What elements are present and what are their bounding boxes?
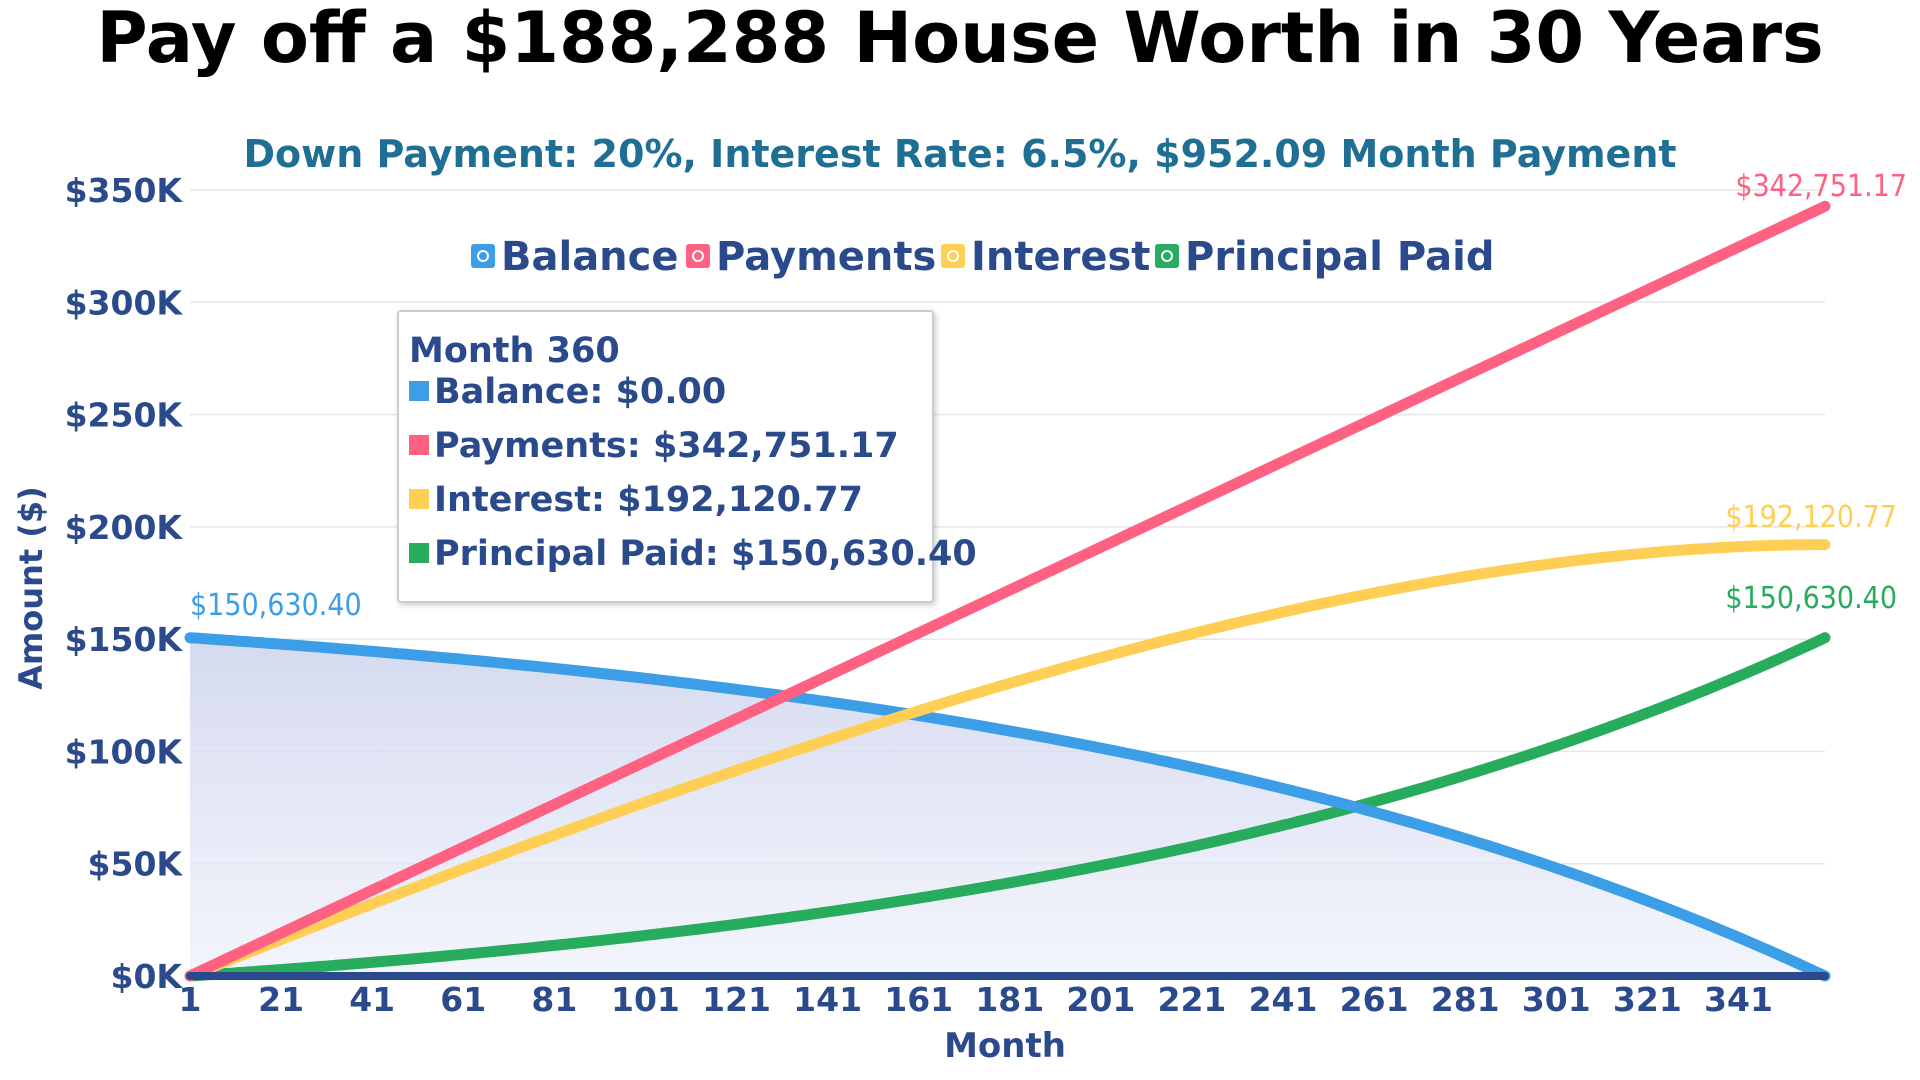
principal-tooltip-line: Principal Paid: $150,630.40 [434, 534, 977, 574]
x-axis-title: Month [944, 1026, 1066, 1066]
interest-tooltip-line: Interest: $192,120.77 [434, 480, 863, 520]
y-tick-label: $100K [65, 732, 184, 771]
interest-end-label: $192,120.77 [1725, 500, 1897, 535]
principal-line [184, 632, 1831, 982]
x-tick-label: 141 [793, 980, 862, 1019]
balance-tooltip-swatch [409, 381, 429, 401]
x-tick-label: 21 [258, 980, 304, 1019]
y-tick-label: $350K [65, 171, 184, 210]
principal-legend-marker[interactable] [1155, 244, 1179, 268]
balance-legend-marker[interactable] [471, 244, 495, 268]
payments-end-label: $342,751.17 [1735, 169, 1907, 204]
x-tick-label: 281 [1431, 980, 1500, 1019]
x-tick-label: 161 [884, 980, 953, 1019]
x-tick-label: 81 [531, 980, 577, 1019]
y-axis-ticks: $0K $50K $100K $150K $200K $250K $300K $350K [65, 171, 184, 996]
interest-line [184, 539, 1831, 982]
principal-legend-dot [1161, 250, 1173, 262]
x-tick-label: 41 [349, 980, 395, 1019]
y-tick-label: $50K [88, 845, 184, 884]
y-tick-label: $200K [65, 508, 184, 547]
balance-start-label: $150,630.40 [190, 588, 362, 623]
balance-area [190, 637, 1825, 976]
y-tick-label: $0K [111, 957, 184, 996]
balance-legend-dot [477, 250, 489, 262]
y-tick-label: $300K [65, 283, 184, 322]
payments-tooltip-line: Payments: $342,751.17 [434, 426, 899, 466]
x-tick-label: 1 [179, 980, 202, 1019]
x-tick-label: 61 [440, 980, 486, 1019]
principal-end-label: $150,630.40 [1725, 581, 1897, 616]
y-tick-label: $150K [65, 620, 184, 659]
tooltip-title: Month 360 [409, 331, 620, 371]
x-tick-label: 121 [702, 980, 771, 1019]
y-tick-label: $250K [65, 396, 184, 435]
principal-legend-label[interactable]: Principal Paid [1185, 234, 1495, 280]
x-tick-label: 261 [1340, 980, 1409, 1019]
principal-tooltip-swatch [409, 543, 429, 563]
x-tick-label: 201 [1066, 980, 1135, 1019]
payments-legend-label[interactable]: Payments [716, 234, 936, 280]
payments-tooltip-swatch [409, 435, 429, 455]
x-tick-label: 221 [1158, 980, 1227, 1019]
balance-legend-label[interactable]: Balance [501, 234, 679, 280]
balance-line [184, 632, 1831, 982]
payments-legend-marker[interactable] [686, 244, 710, 268]
interest-tooltip-swatch [409, 489, 429, 509]
legend: Balance Payments Interest Principal Paid [471, 234, 1495, 280]
tooltip: Month 360 Balance: $0.00 Payments: $342,7… [397, 310, 977, 603]
payments-legend-dot [692, 250, 704, 262]
x-tick-label: 321 [1613, 980, 1682, 1019]
balance-tooltip-line: Balance: $0.00 [434, 372, 726, 412]
payments-line [184, 200, 1831, 982]
interest-legend-dot [947, 250, 959, 262]
x-tick-label: 181 [975, 980, 1044, 1019]
x-tick-label: 241 [1249, 980, 1318, 1019]
y-axis-title: Amount ($) [12, 486, 50, 690]
interest-legend-label[interactable]: Interest [971, 234, 1150, 280]
chart-subtitle: Down Payment: 20%, Interest Rate: 6.5%, … [243, 132, 1676, 176]
tooltip-box [397, 310, 934, 603]
x-tick-label: 341 [1704, 980, 1773, 1019]
x-tick-label: 101 [611, 980, 680, 1019]
x-axis-ticks: 1 21 41 61 81 101 121 141 161 181 201 221 241 261 281 3… [179, 980, 1773, 1019]
x-tick-label: 301 [1522, 980, 1591, 1019]
chart-title: Pay off a $188,288 House Worth in 30 Yea… [96, 0, 1823, 79]
interest-legend-marker[interactable] [941, 244, 965, 268]
